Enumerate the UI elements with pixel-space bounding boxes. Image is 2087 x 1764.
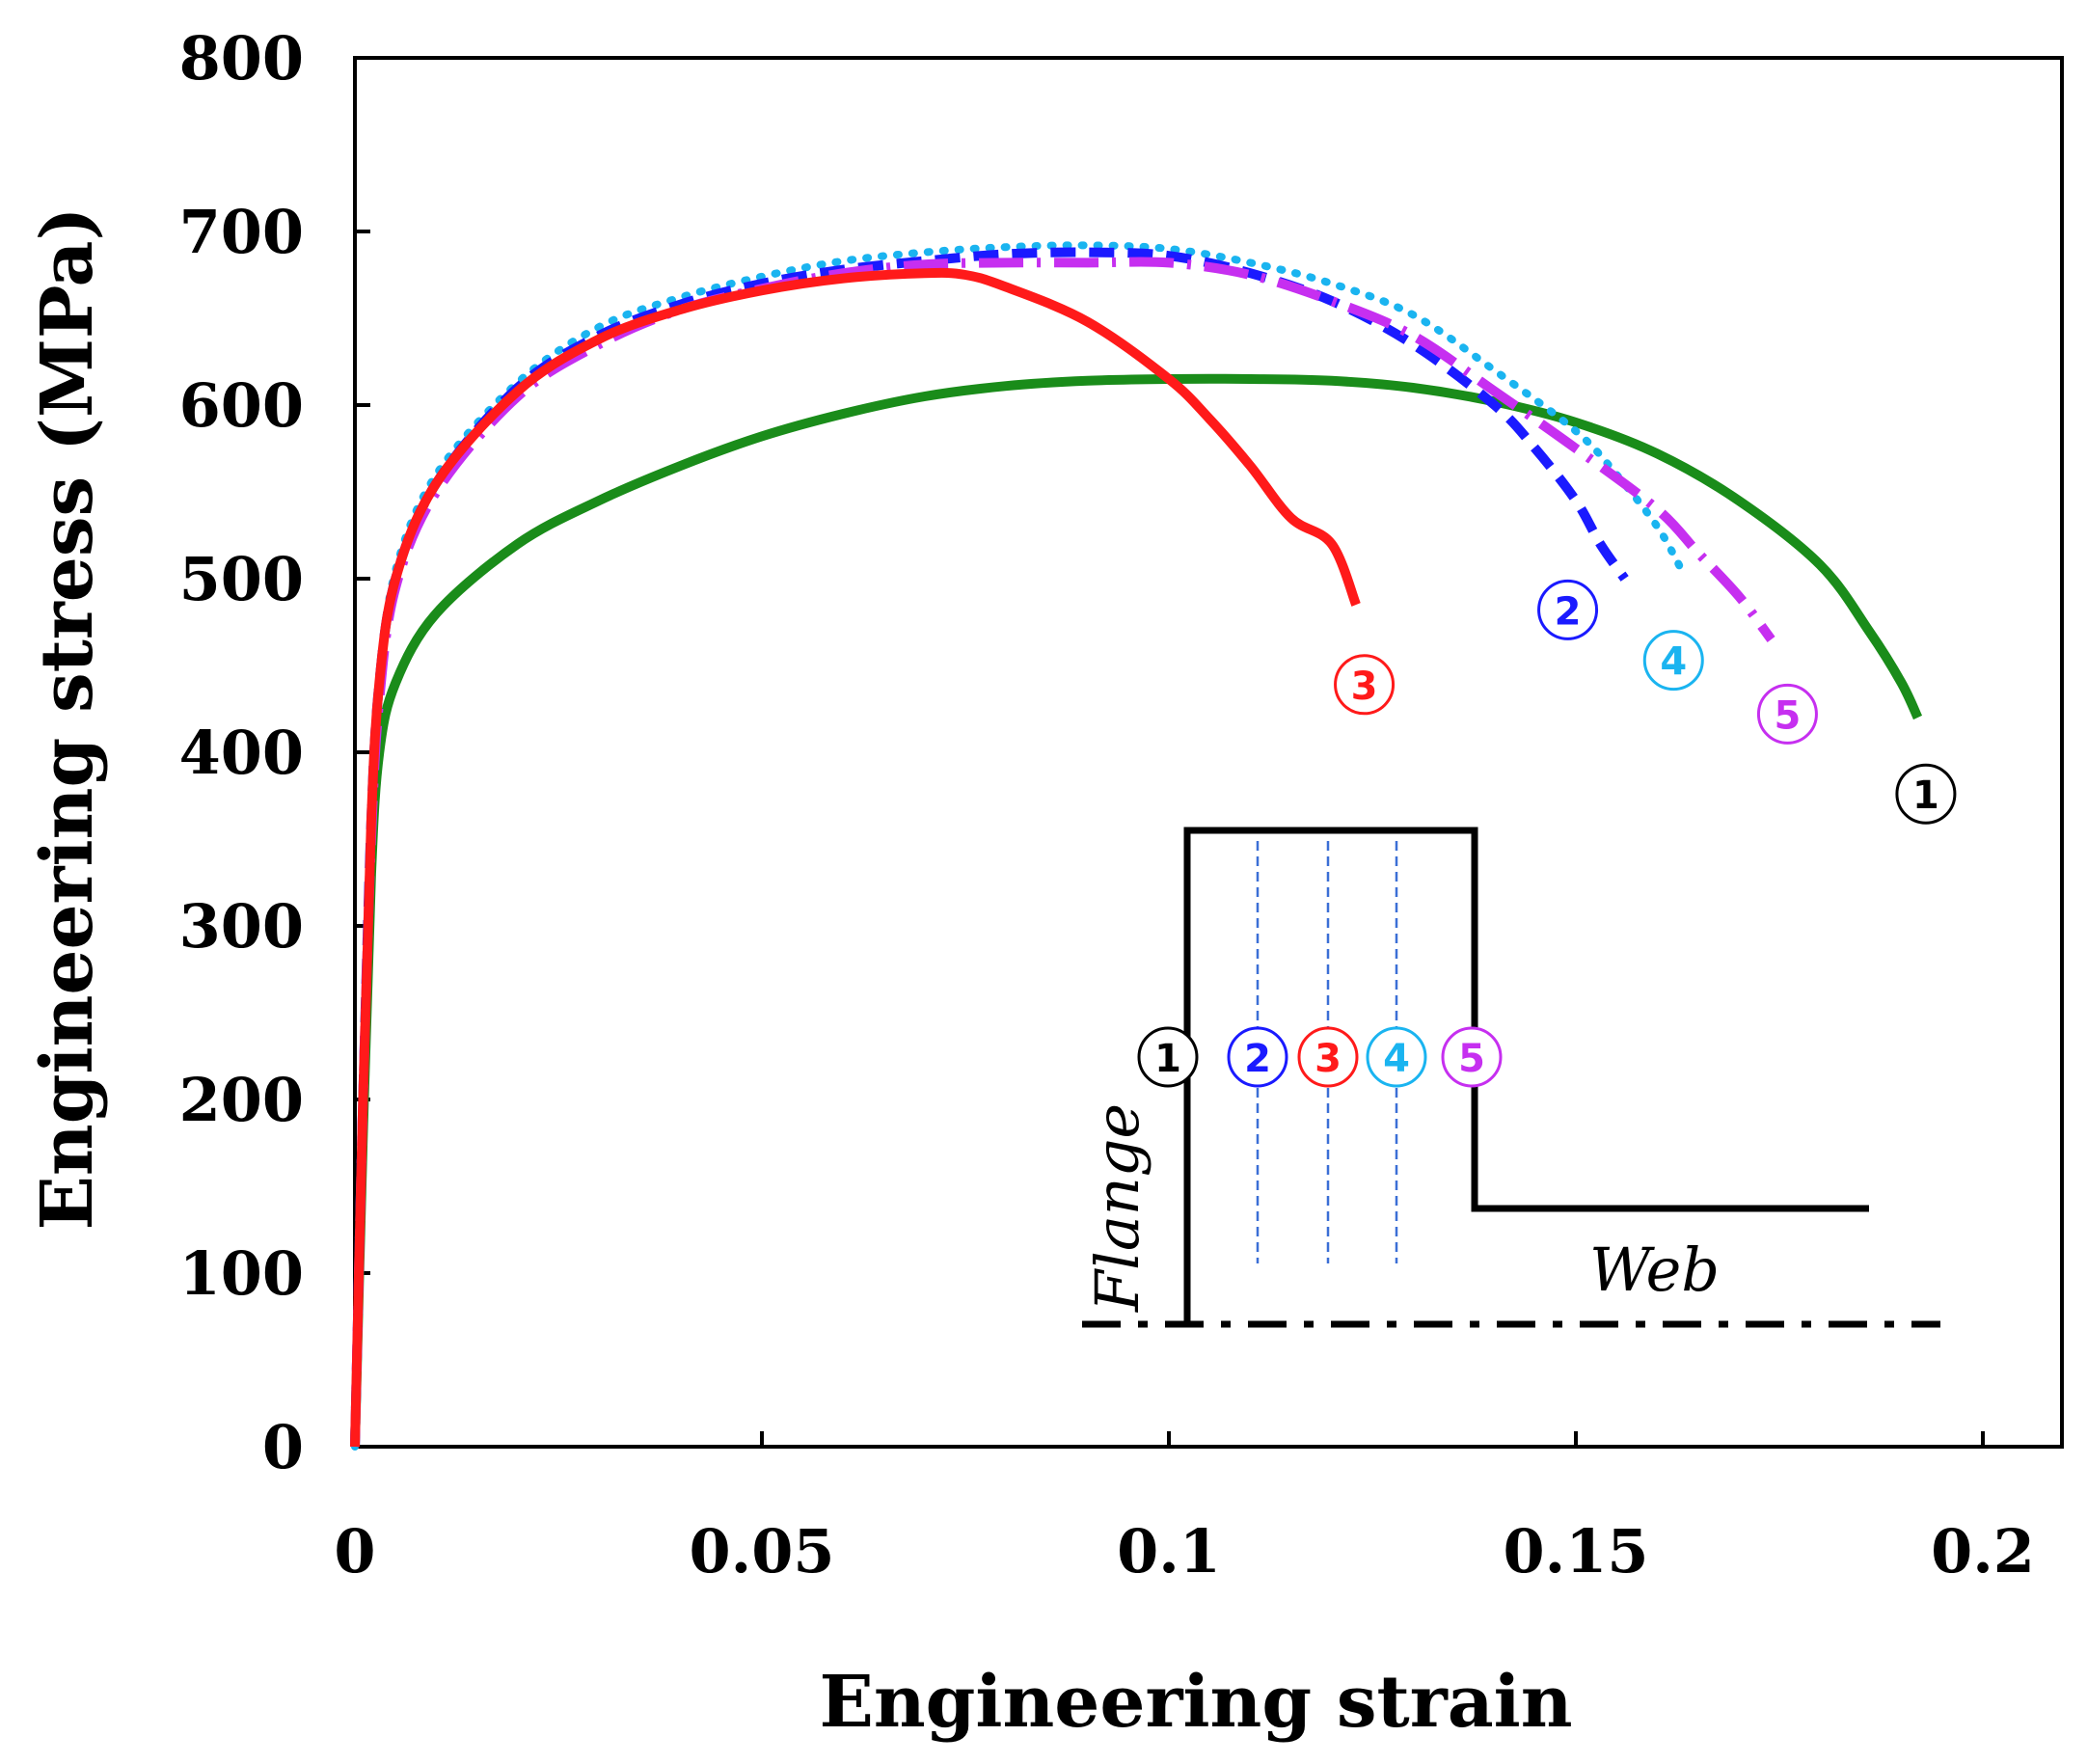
series-label-3: 3	[1351, 665, 1378, 709]
inset-position-circle-4	[1366, 1026, 1427, 1088]
series-line-4	[351, 241, 1686, 1451]
inset-position-label-1: 1	[1154, 1037, 1181, 1081]
x-tick-label: 0	[334, 1516, 375, 1587]
series-layer	[350, 241, 1923, 1451]
x-axis-ticks: 0 0.05 0.1 0.15 0.2	[334, 1431, 2035, 1587]
x-axis-title: Engineering strain	[819, 1661, 1572, 1744]
y-tick-label: 400	[179, 718, 304, 788]
x-tick-label: 0.2	[1931, 1516, 2035, 1587]
x-tick-label: 0.15	[1503, 1516, 1648, 1587]
inset-position-circle-3	[1297, 1026, 1359, 1088]
inset-position-circle-2	[1227, 1026, 1288, 1088]
y-tick-label: 600	[179, 370, 304, 441]
x-tick-label: 0.05	[689, 1516, 834, 1587]
y-tick-label: 200	[179, 1065, 304, 1135]
inset-position-label-3: 3	[1315, 1037, 1342, 1081]
y-tick-label: 500	[179, 544, 304, 614]
y-tick-label: 0	[262, 1412, 304, 1482]
series-label-circle-3	[1334, 654, 1396, 716]
y-axis-ticks: 0 100 200 300 400 500 600 700 800	[179, 23, 370, 1482]
series-label-circle-4	[1642, 630, 1704, 692]
x-tick-label: 0.1	[1117, 1516, 1221, 1587]
y-tick-label: 300	[179, 891, 304, 962]
series-label-1: 1	[1912, 773, 1939, 818]
inset-position-label-4: 4	[1383, 1037, 1410, 1081]
inset-position-label-2: 2	[1244, 1037, 1271, 1081]
y-tick-label: 700	[179, 197, 304, 267]
section-outline	[1183, 827, 1869, 1324]
web-label: Web	[1589, 1235, 1720, 1305]
flange-label: Flange	[1082, 1103, 1152, 1313]
series-label-5: 5	[1775, 693, 1802, 738]
inset-position-circle-5	[1441, 1026, 1503, 1088]
series-label-circle-5	[1756, 683, 1818, 745]
series-label-circle-2	[1537, 579, 1599, 640]
y-tick-label: 100	[179, 1238, 304, 1309]
series-label-4: 4	[1660, 640, 1687, 685]
series-label-circle-1	[1895, 763, 1957, 825]
y-axis-title: Engineering stress (MPa)	[26, 207, 109, 1231]
inset-position-label-5: 5	[1458, 1037, 1485, 1081]
inset-position-circle-1	[1137, 1026, 1199, 1088]
series-label-2: 2	[1555, 589, 1582, 634]
series-line-3	[350, 267, 1361, 1448]
y-tick-label: 800	[179, 23, 304, 94]
series-end-labels: 1 2 3 4 5	[1334, 579, 1957, 825]
